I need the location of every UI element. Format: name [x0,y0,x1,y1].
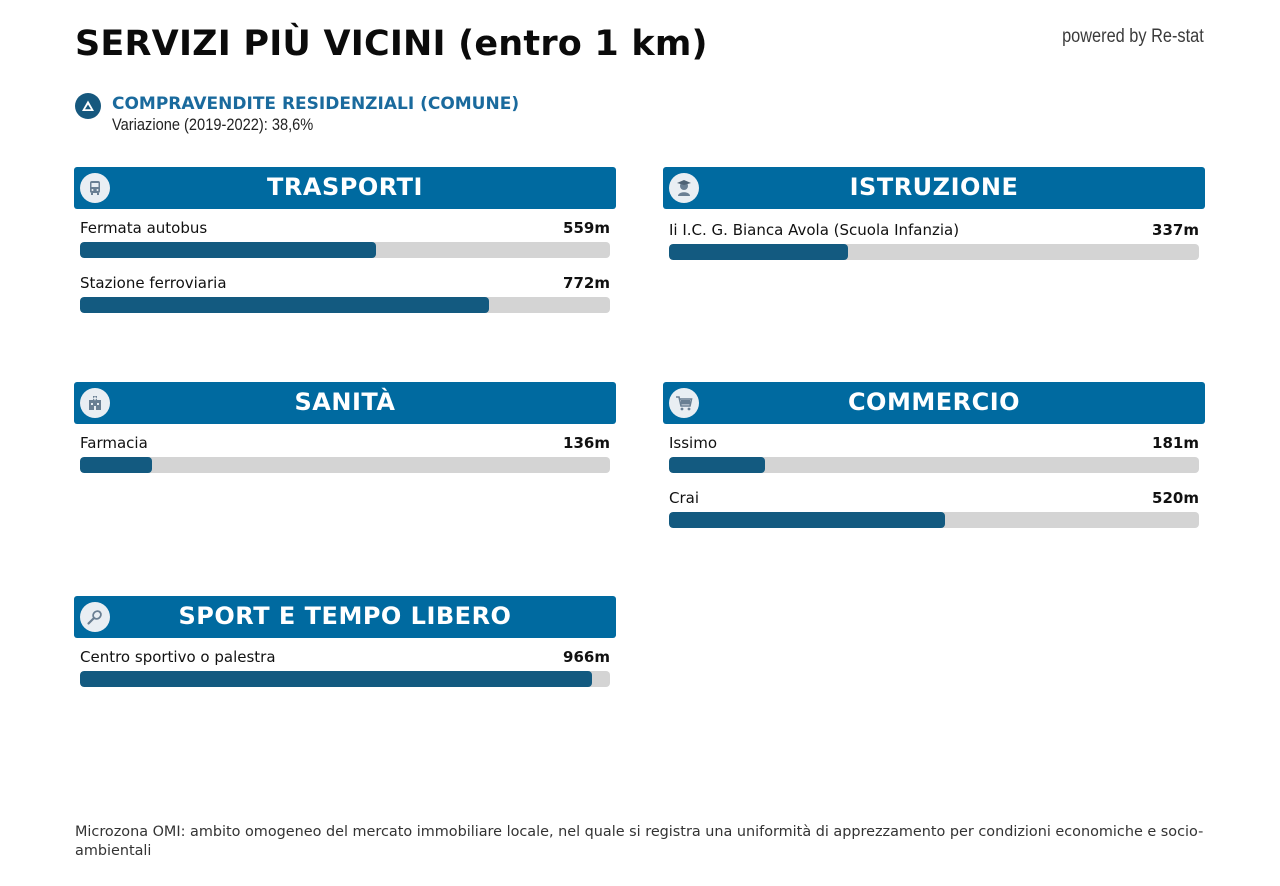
page-title: SERVIZI PIÙ VICINI (entro 1 km) [75,24,708,64]
distance-bar-fill [80,671,592,687]
distance-bar [669,457,1199,473]
card-title-istruzione: ISTRUZIONE [849,173,1019,201]
service-name: Ii I.C. G. Bianca Avola (Scuola Infanzia… [669,221,960,239]
list-item: Centro sportivo o palestra 966m [74,638,616,693]
distance-bar-fill [80,297,490,313]
service-distance: 559m [563,219,610,237]
card-trasporti: TRASPORTI Fermata autobus 559m Stazione … [74,167,616,319]
card-sanita: SANITÀ Farmacia 136m [74,382,616,479]
list-item: Farmacia 136m [74,424,616,479]
service-distance: 966m [563,648,610,666]
card-title-sport: SPORT E TEMPO LIBERO [178,602,512,630]
shopping-cart-icon [669,388,699,418]
list-item: Ii I.C. G. Bianca Avola (Scuola Infanzia… [663,211,1205,266]
sales-stat-variation: Variazione (2019-2022): 38,6% [112,115,314,134]
distance-bar-fill [669,244,848,260]
card-header-trasporti: TRASPORTI [74,167,616,209]
card-title-trasporti: TRASPORTI [267,173,423,201]
powered-by-label: powered by Re-stat [1062,26,1204,47]
service-name: Centro sportivo o palestra [80,648,276,666]
service-name: Fermata autobus [80,219,208,237]
service-name: Stazione ferroviaria [80,274,227,292]
card-header-sanita: SANITÀ [74,382,616,424]
sales-stat-title: COMPRAVENDITE RESIDENZIALI (COMUNE) [112,94,520,114]
distance-bar [80,297,610,313]
distance-bar-fill [80,242,377,258]
card-istruzione: ISTRUZIONE Ii I.C. G. Bianca Avola (Scuo… [663,167,1205,266]
triangle-up-icon [75,93,101,119]
distance-bar [669,244,1199,260]
list-item: Stazione ferroviaria 772m [74,264,616,319]
service-distance: 337m [1152,221,1199,239]
service-distance: 181m [1152,434,1199,452]
list-item: Fermata autobus 559m [74,209,616,264]
student-icon [669,173,699,203]
distance-bar [669,512,1199,528]
list-item: Issimo 181m [663,424,1205,479]
tennis-racket-icon [80,602,110,632]
card-title-commercio: COMMERCIO [847,388,1021,416]
distance-bar-fill [669,512,945,528]
card-title-sanita: SANITÀ [294,388,396,416]
card-header-istruzione: ISTRUZIONE [663,167,1205,209]
service-distance: 772m [563,274,610,292]
service-name: Issimo [669,434,718,452]
footer-note: Microzona OMI: ambito omogeneo del merca… [75,824,1204,859]
distance-bar [80,457,610,473]
card-commercio: COMMERCIO Issimo 181m Crai 520m [663,382,1205,534]
distance-bar-fill [669,457,765,473]
list-item: Crai 520m [663,479,1205,534]
distance-bar-fill [80,457,153,473]
card-header-sport: SPORT E TEMPO LIBERO [74,596,616,638]
service-distance: 136m [563,434,610,452]
distance-bar [80,671,610,687]
bus-icon [80,173,110,203]
service-name: Farmacia [80,434,148,452]
distance-bar [80,242,610,258]
card-header-commercio: COMMERCIO [663,382,1205,424]
card-sport: SPORT E TEMPO LIBERO Centro sportivo o p… [74,596,616,693]
service-distance: 520m [1152,489,1199,507]
hospital-icon [80,388,110,418]
service-name: Crai [669,489,699,507]
